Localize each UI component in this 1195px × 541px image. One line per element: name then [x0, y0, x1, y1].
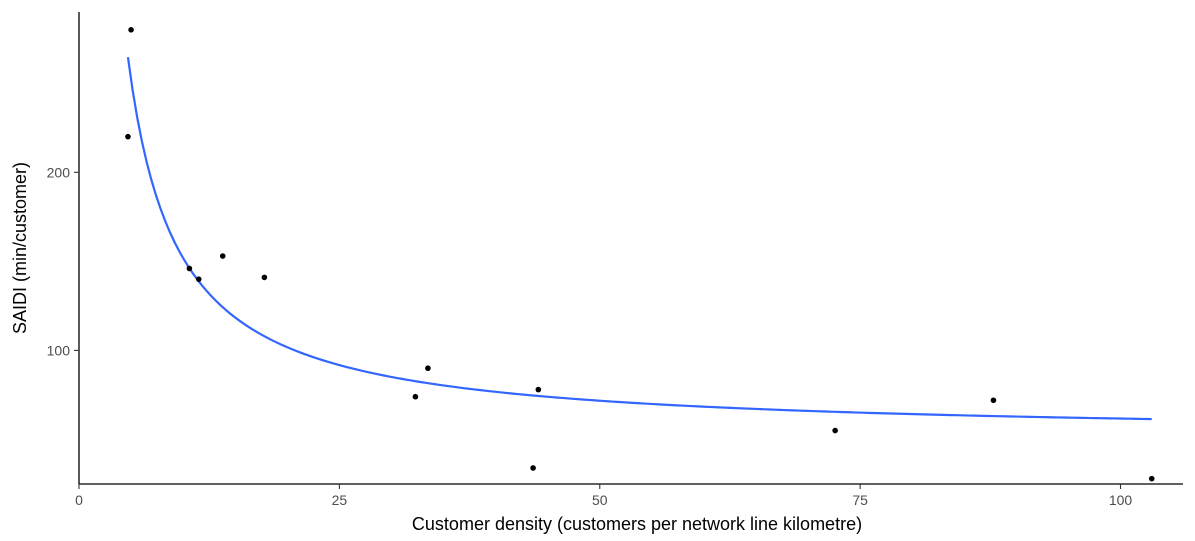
data-point — [186, 265, 193, 272]
y-ticks-layer: 100 200 — [47, 164, 79, 358]
x-ticks-layer: 0 25 50 75 100 — [75, 484, 1132, 508]
data-point — [128, 27, 134, 33]
data-point — [412, 393, 419, 400]
data-point — [125, 133, 131, 140]
data-point — [261, 274, 268, 281]
x-tick-label: 0 — [75, 492, 83, 508]
fit-layer — [126, 57, 1152, 421]
data-point — [219, 253, 226, 259]
data-point — [535, 386, 542, 393]
data-point — [195, 276, 202, 282]
data-point — [425, 365, 431, 372]
x-tick-label: 50 — [592, 492, 608, 508]
x-tick-label: 100 — [1109, 492, 1133, 508]
data-point — [1148, 475, 1155, 482]
y-tick-label: 100 — [47, 342, 71, 358]
fit-curve — [126, 57, 1152, 421]
y-tick-label: 200 — [47, 164, 71, 180]
data-point — [990, 397, 997, 404]
x-tick-label: 75 — [852, 492, 868, 508]
points-layer — [125, 27, 1155, 482]
axes-layer — [78, 12, 1183, 485]
data-point — [832, 427, 838, 434]
x-axis-title: Customer density (customers per network … — [412, 514, 862, 534]
y-axis-title: SAIDI (min/customer) — [10, 162, 30, 334]
data-point — [530, 465, 536, 471]
x-tick-label: 25 — [332, 492, 348, 508]
